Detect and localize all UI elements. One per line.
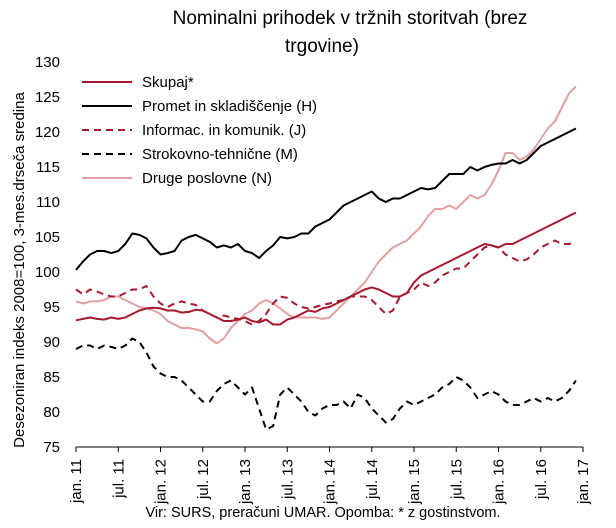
x-tick-label: jul. 12 [195, 459, 212, 500]
legend: Skupaj* Promet in skladiščenje (H) Informa… [82, 74, 317, 187]
y-tick-label: 115 [36, 159, 60, 176]
legend-label-3: Strokovno-tehnične (M) [142, 146, 298, 163]
series-line-1 [75, 127, 577, 271]
chart-title-line-2: trgovine) [285, 36, 359, 57]
x-tick-label: jan. 14 [322, 459, 339, 505]
x-tick-label: jul. 14 [364, 459, 381, 500]
legend-label-2: Informac. in komunik. (J) [142, 122, 306, 139]
legend-label-4: Druge poslovne (N) [142, 170, 272, 187]
x-tick-label: jan. 13 [237, 459, 254, 505]
y-tick-label: 100 [35, 264, 60, 281]
series-line-2 [75, 239, 577, 326]
x-tick-labels: jan. 11 jul. 11 jan. 12 jul. 12 jan. 13 jul. … [68, 447, 592, 505]
x-tick-label: jan. 11 [68, 459, 85, 504]
series-line-4 [75, 85, 577, 345]
y-tick-label: 75 [43, 439, 60, 456]
source-note: Vir: SURS, preračuni UMAR. Opomba: * z g… [145, 505, 500, 521]
y-tick-label: 110 [36, 194, 60, 211]
x-tick-label: jul. 16 [533, 459, 550, 500]
y-tick-label: 80 [43, 404, 60, 421]
x-tick-label: jul. 15 [448, 459, 465, 500]
y-tick-label: 130 [35, 54, 60, 71]
x-tick-label: jan. 12 [153, 459, 170, 505]
y-tick-label: 85 [43, 369, 60, 386]
legend-label-1: Promet in skladiščenje (H) [142, 98, 317, 115]
series-lines [75, 85, 577, 431]
y-tick-label: 90 [43, 334, 60, 351]
y-tick-labels: 75 80 85 90 95 100 105 110 115 120 125 130 [35, 54, 60, 456]
x-tick-label: jan. 17 [575, 459, 592, 505]
x-tick-label: jan. 15 [406, 459, 423, 505]
y-tick-label: 95 [43, 299, 60, 316]
y-tick-label: 120 [35, 124, 60, 141]
legend-label-0: Skupaj* [142, 74, 194, 91]
x-tick-label: jul. 13 [279, 459, 296, 500]
chart-title-line-1: Nominalni prihodek v tržnih storitvah (b… [173, 8, 528, 29]
y-axis-title: Desezoniran indeks 2008=100, 3-mes.drseč… [11, 92, 28, 448]
series-line-3 [75, 337, 577, 431]
x-tick-label: jul. 11 [110, 459, 127, 499]
y-tick-label: 125 [35, 89, 60, 106]
series-line-0 [75, 211, 577, 326]
y-tick-label: 105 [35, 229, 60, 246]
x-tick-label: jan. 16 [491, 459, 508, 505]
